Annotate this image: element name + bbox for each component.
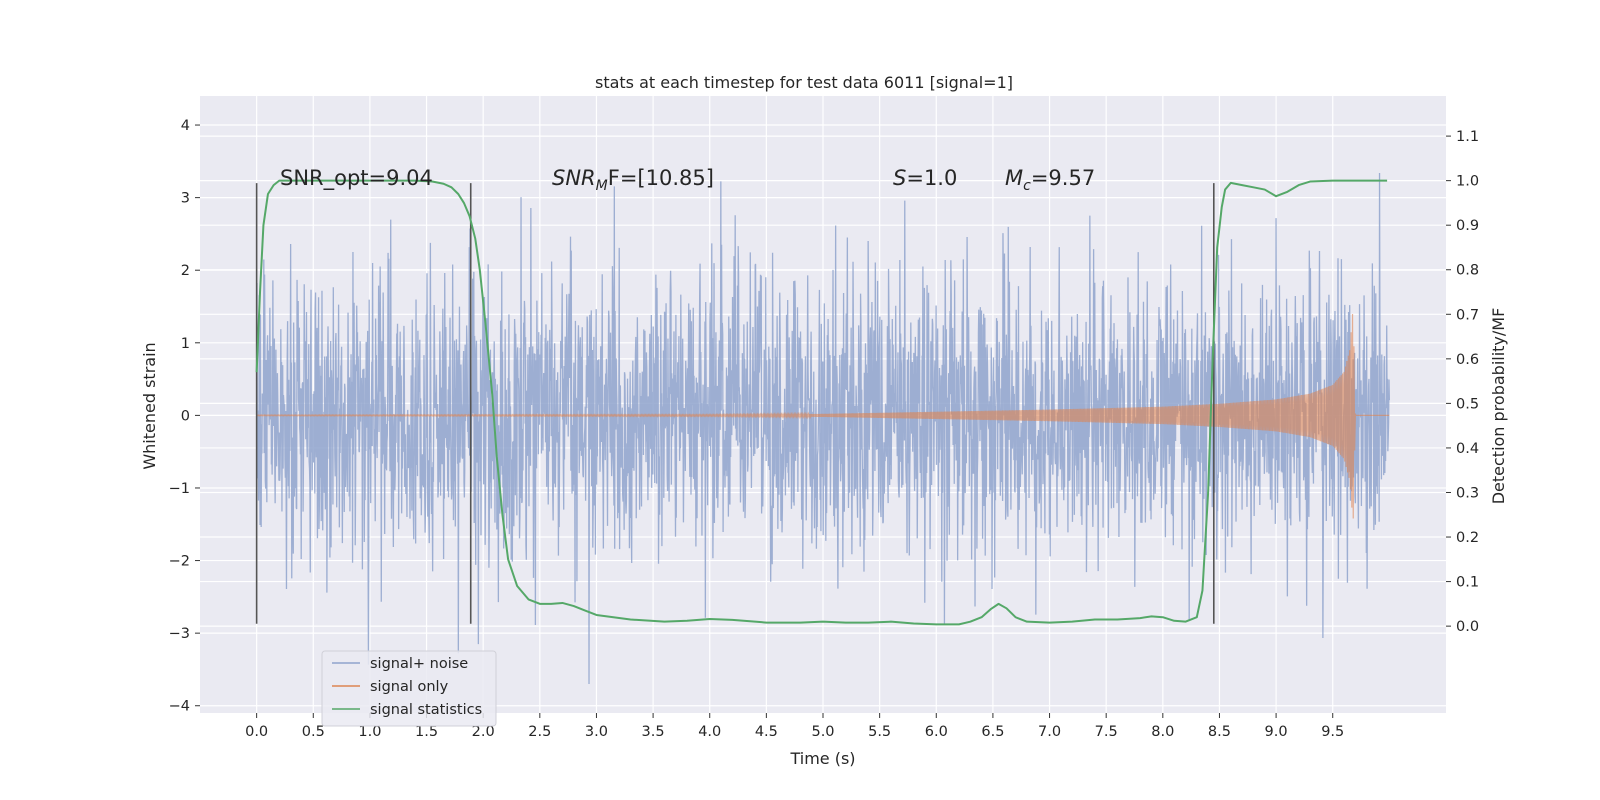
annotation-snr-mf: SNRMF=[10.85] [552, 166, 714, 194]
x-tick-label: 7.5 [1095, 724, 1118, 740]
vertical-markers [255, 183, 1215, 624]
x-tick-label: 2.0 [472, 724, 495, 740]
x-tick-label: 1.5 [415, 724, 438, 740]
x-tick-label: 6.0 [925, 724, 948, 740]
y-left-tick-label: −1 [169, 481, 190, 497]
y-right-tick-label: 0.7 [1456, 307, 1479, 323]
y-left-tick-label: −4 [169, 699, 190, 715]
y-axis-right-ticks: 1.1 1.0 0.9 0.8 0.7 0.6 0.5 0.4 0.3 0.2 0.1 0.0 [1446, 129, 1479, 635]
x-tick-label: 8.5 [1208, 724, 1231, 740]
annotation-mc-label: M [1005, 166, 1023, 190]
y-right-tick-label: 0.8 [1456, 263, 1479, 279]
x-tick-label: 9.5 [1321, 724, 1344, 740]
y-right-tick-label: 1.1 [1456, 129, 1479, 145]
y-right-tick-label: 0.1 [1456, 575, 1479, 591]
x-tick-label: 9.0 [1265, 724, 1288, 740]
signal-only-line [256, 314, 1390, 519]
y-left-tick-label: 1 [181, 336, 190, 352]
annotation-s-label: S [893, 166, 906, 190]
chart-title: stats at each timestep for test data 601… [595, 73, 1013, 92]
y-axis-left-label: Whitened strain [140, 342, 159, 469]
legend-label-signal-statistics: signal statistics [370, 702, 482, 718]
x-tick-label: 1.0 [358, 724, 381, 740]
signal-statistics-series [255, 179, 1388, 626]
signal-only-series [256, 314, 1390, 519]
x-tick-label: 8.0 [1151, 724, 1174, 740]
y-right-tick-label: 0.0 [1456, 619, 1479, 635]
annotation-mc-sub: c [1023, 178, 1031, 194]
annotation-snr-mf-rest: F=[10.85] [608, 166, 714, 190]
y-right-tick-label: 0.5 [1456, 396, 1479, 412]
legend-label-signal-noise: signal+ noise [370, 656, 468, 672]
y-right-tick-label: 0.6 [1456, 352, 1479, 368]
x-axis-ticks: 0.0 0.5 1.0 1.5 2.0 2.5 3.0 3.5 4.0 4.5 5.0 5.5 6.0 6… [245, 713, 1344, 740]
x-tick-label: 0.0 [245, 724, 268, 740]
legend-box [321, 650, 497, 727]
y-left-tick-label: 0 [181, 408, 190, 424]
annotation-mc: Mc=9.57 [1005, 166, 1095, 194]
x-tick-label: 3.0 [585, 724, 608, 740]
annotation-snr-mf-base: SNR [552, 166, 596, 190]
x-tick-label: 4.5 [755, 724, 778, 740]
y-left-tick-label: 3 [181, 191, 190, 207]
x-tick-label: 3.5 [642, 724, 665, 740]
y-left-tick-label: 2 [181, 263, 190, 279]
y-left-tick-label: −3 [169, 626, 190, 642]
x-axis-label: Time (s) [789, 749, 855, 768]
x-tick-label: 0.5 [302, 724, 325, 740]
x-tick-label: 5.5 [868, 724, 891, 740]
x-tick-label: 7.0 [1038, 724, 1061, 740]
annotation-mc-value: =9.57 [1031, 166, 1095, 190]
legend-label-signal-only: signal only [370, 679, 449, 695]
x-tick-label: 4.0 [698, 724, 721, 740]
annotation-s-value: =1.0 [906, 166, 957, 190]
annotation-s: S=1.0 [893, 166, 957, 190]
y-axis-left-ticks: 4 3 2 1 0 −1 −2 −3 −4 [169, 118, 200, 715]
signal-statistics-line [255, 179, 1388, 626]
annotation-snr-opt: SNR_opt=9.04 [280, 166, 433, 191]
legend: signal+ noise signal only signal statist… [321, 650, 497, 727]
x-tick-label: 6.5 [981, 724, 1004, 740]
y-right-tick-label: 0.2 [1456, 530, 1479, 546]
y-right-tick-label: 0.4 [1456, 441, 1479, 457]
y-right-tick-label: 1.0 [1456, 174, 1479, 190]
y-axis-right-label: Detection probability/MF [1489, 308, 1508, 505]
annotation-snr-mf-sub: M [596, 178, 608, 194]
y-right-tick-label: 0.3 [1456, 485, 1479, 501]
y-right-tick-label: 0.9 [1456, 218, 1479, 234]
x-tick-label: 2.5 [528, 724, 551, 740]
y-left-tick-label: −2 [169, 554, 190, 570]
y-left-tick-label: 4 [181, 118, 190, 134]
x-tick-label: 5.0 [811, 724, 834, 740]
